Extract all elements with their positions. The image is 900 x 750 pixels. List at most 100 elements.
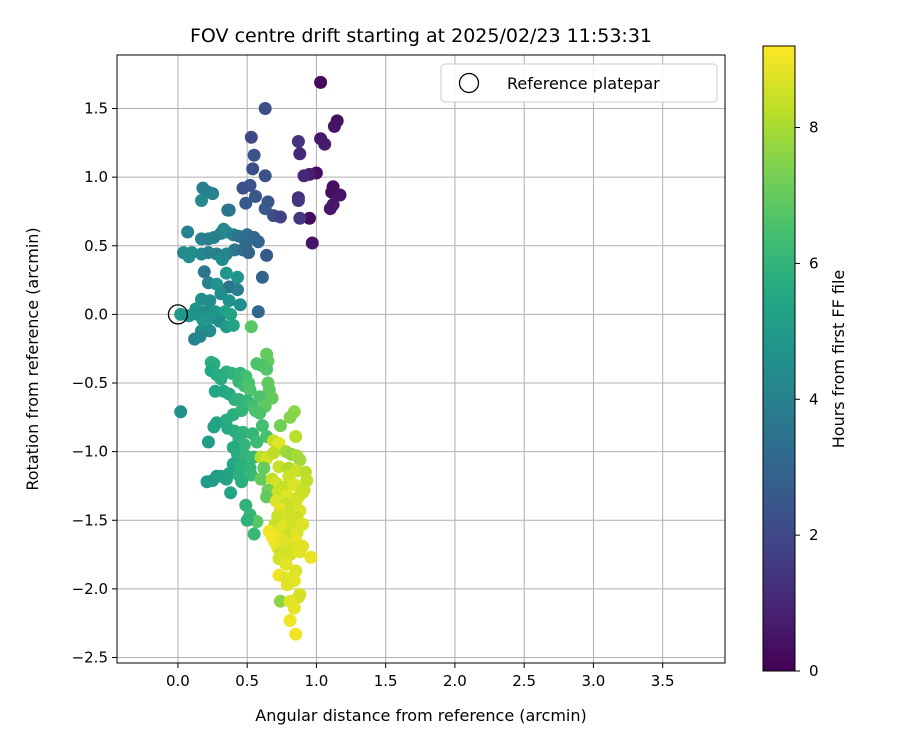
data-point (244, 130, 258, 144)
legend-entry: Reference platepar (507, 74, 660, 93)
data-point (287, 478, 301, 492)
colorbar: 0 2 4 6 8 Hours from first FF file (762, 45, 848, 680)
data-point (304, 550, 318, 564)
data-point (250, 435, 264, 449)
data-point (233, 298, 247, 312)
data-point (242, 246, 256, 260)
y-tick-label: 1.0 (84, 168, 108, 186)
data-point (293, 147, 307, 161)
data-point (323, 202, 337, 216)
data-point (201, 435, 215, 449)
data-point (244, 468, 258, 482)
scatter-points (174, 75, 347, 641)
data-point (258, 169, 272, 183)
data-point (303, 211, 316, 225)
data-point (260, 362, 274, 376)
data-point (273, 419, 287, 433)
data-point (231, 270, 244, 284)
colorbar-ticks: 0 2 4 6 8 (795, 119, 819, 680)
data-point (185, 246, 199, 260)
data-point (251, 305, 265, 319)
data-point (289, 564, 303, 578)
x-tick-label: 1.0 (305, 672, 329, 690)
data-point (318, 137, 332, 151)
data-point (240, 513, 254, 527)
data-point (214, 372, 228, 386)
data-point (253, 406, 267, 420)
y-tick-label: −1.0 (72, 443, 108, 461)
data-point (174, 405, 188, 419)
data-point (287, 601, 301, 615)
colorbar-gradient (762, 45, 796, 672)
data-point (237, 438, 251, 452)
legend-box (440, 63, 718, 103)
data-point (260, 248, 274, 262)
data-point (291, 194, 305, 207)
data-point (221, 203, 235, 217)
data-point (327, 119, 341, 133)
data-point (207, 420, 221, 434)
data-point (251, 235, 265, 249)
data-point (247, 527, 261, 541)
data-point (243, 383, 257, 397)
colorbar-tick-label: 2 (809, 526, 819, 544)
data-point (243, 178, 257, 192)
x-tick-label: 2.0 (443, 672, 467, 690)
data-point (283, 614, 297, 627)
data-point (254, 472, 268, 486)
data-point (203, 324, 217, 338)
y-tick-label: 1.5 (84, 100, 108, 118)
data-point (206, 474, 220, 487)
data-point (255, 419, 269, 433)
data-point (206, 187, 220, 201)
x-axis-ticks: 0.0 0.5 1.0 1.5 2.0 2.5 3.0 3.5 (166, 663, 675, 690)
data-point (203, 294, 217, 308)
data-point (222, 294, 236, 308)
reference-platepar-marker (167, 304, 189, 325)
x-tick-label: 3.0 (581, 672, 605, 690)
y-tick-label: −2.5 (72, 649, 108, 667)
data-point (249, 189, 262, 203)
data-point (258, 102, 272, 115)
y-tick-label: −1.5 (72, 511, 108, 529)
data-point (260, 490, 274, 504)
y-axis-label: Rotation from reference (arcmin) (23, 227, 42, 490)
data-point (293, 545, 307, 559)
colorbar-tick-label: 4 (809, 390, 819, 408)
data-point (280, 578, 294, 592)
data-point (246, 162, 260, 176)
data-point (289, 430, 303, 443)
data-point (296, 486, 310, 500)
data-point (244, 320, 258, 334)
data-point (235, 475, 249, 489)
data-point (273, 210, 287, 224)
data-point (247, 148, 261, 162)
colorbar-tick-label: 8 (809, 119, 819, 137)
data-point (224, 307, 238, 321)
data-point (250, 515, 264, 529)
data-point (231, 283, 244, 297)
data-point (255, 270, 269, 284)
data-point (261, 376, 275, 390)
data-point (272, 460, 286, 474)
y-tick-label: −0.5 (72, 374, 108, 392)
x-tick-label: 3.5 (651, 672, 675, 690)
data-point (289, 627, 303, 641)
data-point (291, 135, 305, 148)
legend: Reference platepar (440, 63, 718, 103)
plot-frame (116, 54, 726, 664)
data-point (293, 453, 307, 467)
data-point (219, 266, 233, 280)
data-point (261, 195, 275, 209)
data-point (193, 329, 207, 343)
x-tick-label: 0.5 (235, 672, 259, 690)
data-point (273, 594, 287, 608)
colorbar-tick-label: 6 (809, 254, 819, 272)
data-point (267, 446, 280, 460)
x-axis-label: Angular distance from reference (arcmin) (255, 706, 586, 725)
data-point (224, 486, 238, 500)
data-point (279, 557, 293, 571)
data-point (314, 75, 328, 89)
data-point (333, 188, 347, 202)
